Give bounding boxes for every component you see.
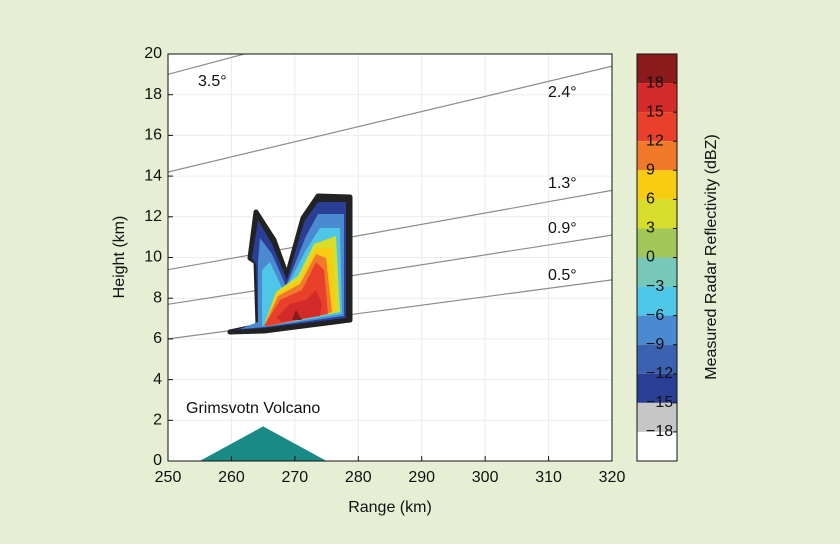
volcano-label: Grimsvotn Volcano bbox=[186, 400, 320, 417]
colorbar-tick-label: 6 bbox=[646, 191, 655, 208]
colorbar-box bbox=[637, 431, 677, 461]
beam-label: 1.3° bbox=[548, 175, 577, 192]
beam-line bbox=[168, 54, 245, 75]
colorbar-box bbox=[637, 112, 677, 142]
x-tick-label: 250 bbox=[155, 469, 182, 486]
x-tick-label: 320 bbox=[599, 469, 626, 486]
y-tick-label: 18 bbox=[144, 86, 162, 103]
y-axis-label: Height (km) bbox=[111, 216, 128, 299]
x-tick-label: 310 bbox=[535, 469, 562, 486]
plume bbox=[227, 193, 353, 335]
colorbar-box bbox=[637, 228, 677, 258]
beam-label: 0.9° bbox=[548, 220, 577, 237]
y-tick-label: 16 bbox=[144, 127, 162, 144]
y-tick-label: 4 bbox=[153, 371, 162, 388]
colorbar-box bbox=[637, 344, 677, 374]
colorbar-box bbox=[637, 286, 677, 316]
x-tick-label: 260 bbox=[218, 469, 245, 486]
y-tick-label: 20 bbox=[144, 45, 162, 62]
colorbar-tick-label: −6 bbox=[646, 307, 664, 324]
y-tick-label: 0 bbox=[153, 452, 162, 469]
beam-label: 0.5° bbox=[548, 267, 577, 284]
colorbar-box bbox=[637, 402, 677, 432]
colorbar-tick-label: 12 bbox=[646, 132, 664, 149]
volcano-shape bbox=[199, 426, 327, 461]
x-axis-label: Range (km) bbox=[348, 499, 432, 516]
y-tick-label: 10 bbox=[144, 249, 162, 266]
colorbar-label: Measured Radar Reflectivity (dBZ) bbox=[703, 134, 720, 379]
colorbar-tick-label: −9 bbox=[646, 336, 664, 353]
colorbar-box bbox=[637, 257, 677, 287]
colorbar-box bbox=[637, 199, 677, 229]
plume-band bbox=[276, 290, 322, 322]
x-tick-label: 300 bbox=[472, 469, 499, 486]
colorbar: 18 15 12 9 6 3 0 −3 −6 −9 −12 −15 −18 bbox=[636, 53, 678, 462]
colorbar-tick-label: −18 bbox=[646, 423, 673, 440]
colorbar-tick-label: −3 bbox=[646, 278, 664, 295]
y-tick-label: 14 bbox=[144, 167, 162, 184]
y-tick-label: 2 bbox=[153, 412, 162, 429]
plume-core bbox=[292, 310, 302, 320]
y-tick-label: 8 bbox=[153, 289, 162, 306]
colorbar-tick-label: 15 bbox=[646, 103, 664, 120]
y-tick-label: 6 bbox=[153, 330, 162, 347]
colorbar-box bbox=[637, 373, 677, 403]
colorbar-box bbox=[637, 315, 677, 345]
colorbar-tick-label: 9 bbox=[646, 162, 655, 179]
colorbar-box bbox=[637, 54, 677, 84]
beam-line bbox=[168, 65, 612, 173]
colorbar-tick-label: −12 bbox=[646, 365, 673, 382]
beam-line bbox=[168, 234, 612, 305]
colorbar-box bbox=[637, 141, 677, 171]
colorbar-tick-label: 3 bbox=[646, 220, 655, 237]
x-tick-label: 290 bbox=[408, 469, 435, 486]
volcano: Grimsvotn Volcano bbox=[186, 400, 327, 461]
colorbar-box bbox=[637, 170, 677, 200]
y-tick-label: 12 bbox=[144, 208, 162, 225]
beam-label: 2.4° bbox=[548, 84, 577, 101]
colorbar-tick-label: 0 bbox=[646, 249, 655, 266]
x-tick-label: 270 bbox=[282, 469, 309, 486]
colorbar-tick-label: 18 bbox=[646, 74, 664, 91]
colorbar-tick-label: −15 bbox=[646, 394, 673, 411]
x-tick-label: 280 bbox=[345, 469, 372, 486]
beam-label: 3.5° bbox=[198, 73, 227, 90]
colorbar-frame bbox=[636, 53, 678, 462]
beam-line bbox=[168, 189, 612, 271]
beams: 0.5° 0.9° 1.3° 2.4° 3.5° bbox=[168, 54, 612, 340]
colorbar-box bbox=[637, 83, 677, 113]
